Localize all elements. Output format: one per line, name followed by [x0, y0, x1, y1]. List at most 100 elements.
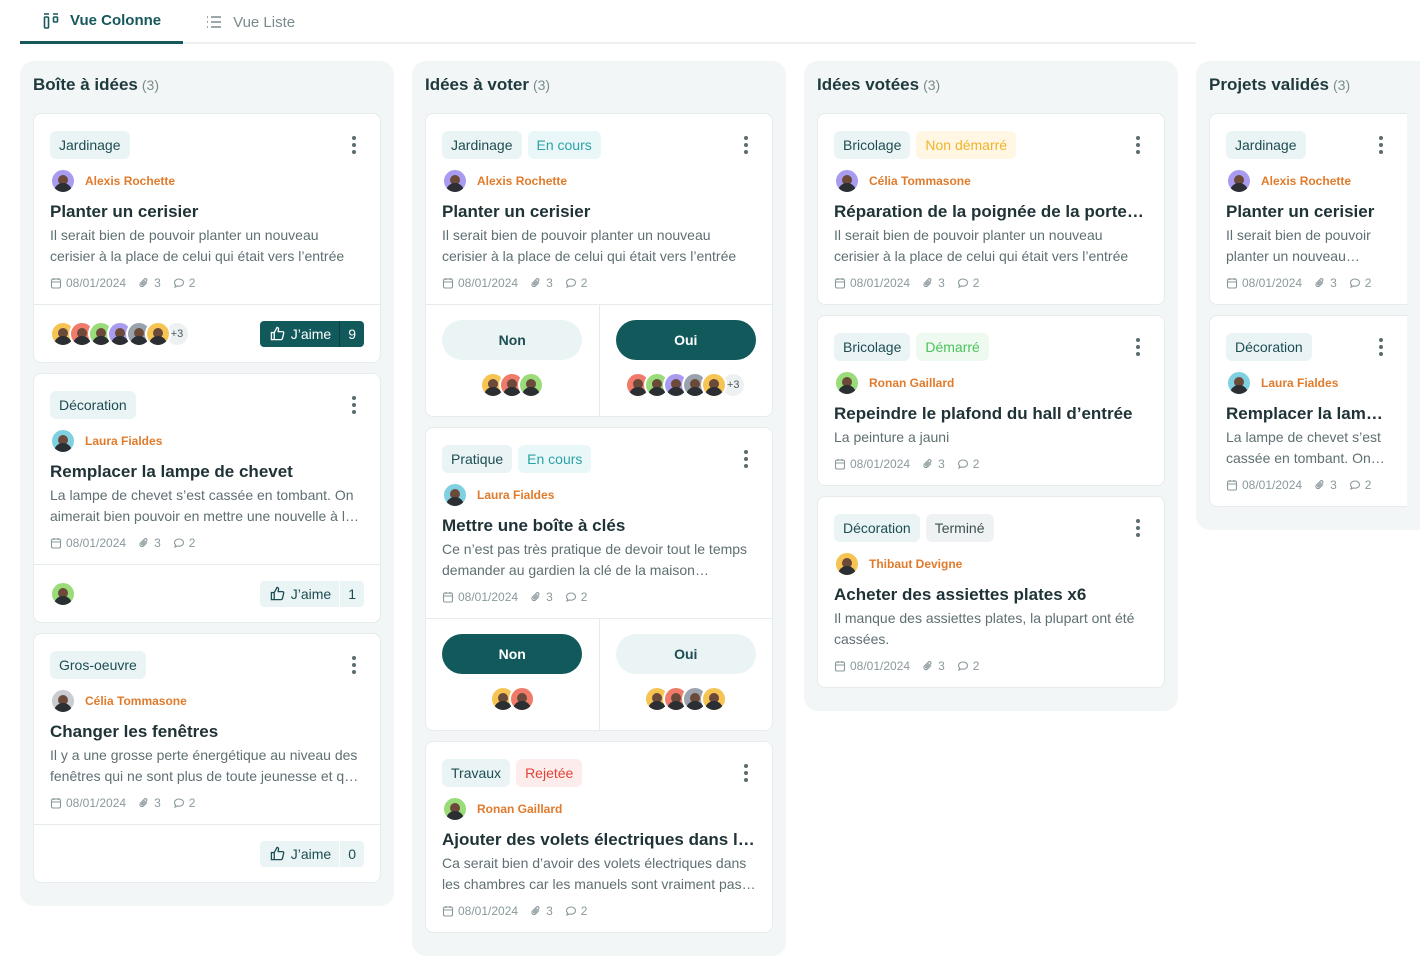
paperclip-icon	[923, 459, 932, 469]
idea-card[interactable]: Jardinage En cours Alexis Rochette Plante…	[425, 113, 773, 417]
paperclip-icon	[139, 798, 148, 808]
more-options-icon[interactable]	[1128, 133, 1148, 157]
card-title: Remplacer la lampe de chevet	[1226, 404, 1391, 423]
idea-card[interactable]: Pratique En cours Laura Fialdes Mettre un…	[425, 427, 773, 731]
more-avatars-count: +3	[164, 320, 190, 347]
like-button[interactable]: J’aime 9	[259, 320, 364, 347]
author-name: Ronan Gaillard	[869, 376, 955, 390]
idea-card[interactable]: Décoration Terminé Thibaut Devigne Achete…	[817, 496, 1165, 688]
calendar-icon	[442, 278, 454, 289]
card-title: Remplacer la lampe de chevet	[50, 462, 293, 481]
more-options-icon[interactable]	[736, 447, 756, 471]
card-description: La lampe de chevet s’est cassée en tomba…	[50, 487, 354, 524]
more-options-icon[interactable]	[1371, 335, 1391, 359]
card-description: Il serait bien de pouvoir planter un nou…	[442, 227, 737, 264]
attachment-count: 3	[938, 276, 945, 290]
idea-card[interactable]: Décoration Laura Fialdes Remplacer la la…	[33, 373, 381, 623]
avatar	[701, 686, 728, 712]
more-options-icon[interactable]	[344, 393, 364, 417]
vote-oui-button[interactable]: Oui	[615, 320, 756, 360]
like-button[interactable]: J’aime 0	[259, 840, 364, 867]
avatar	[508, 686, 535, 712]
paperclip-icon	[923, 278, 932, 288]
date: 08/01/2024	[850, 457, 911, 471]
more-options-icon[interactable]	[344, 653, 364, 677]
comment-icon	[173, 538, 184, 548]
more-options-icon[interactable]	[1128, 516, 1148, 540]
column-title: Boîte à idées (3)	[33, 73, 381, 113]
card-footer: J’aime 1	[34, 564, 380, 622]
avatar	[834, 551, 860, 577]
card-description: Il manque des assiettes plates, la plupa…	[834, 610, 1135, 647]
tab-list-view[interactable]: Vue Liste	[183, 0, 317, 44]
calendar-icon	[50, 798, 62, 809]
date: 08/01/2024	[458, 904, 519, 918]
avatar	[442, 482, 468, 508]
comment-icon	[173, 278, 184, 288]
calendar-icon	[834, 278, 846, 289]
calendar-icon	[442, 906, 454, 917]
comment-count: 2	[188, 536, 196, 550]
comment-count: 2	[1364, 276, 1372, 290]
tab-column-view[interactable]: Vue Colonne	[20, 0, 184, 44]
like-count: 1	[339, 580, 364, 607]
status-badge: Terminé	[925, 514, 994, 542]
idea-card[interactable]: Gros-oeuvre Célia Tommasone Changer les …	[33, 633, 381, 883]
card-title: Mettre une boîte à clés	[442, 516, 626, 535]
idea-card[interactable]: Décoration Laura Fialdes Remplacer la la…	[1209, 315, 1407, 507]
more-options-icon[interactable]	[1371, 133, 1391, 157]
more-options-icon[interactable]	[344, 133, 364, 157]
more-options-icon[interactable]	[736, 133, 756, 157]
card-title: Changer les fenêtres	[50, 722, 219, 741]
like-label: J’aime	[290, 845, 332, 862]
status-badge: En cours	[518, 445, 592, 473]
date: 08/01/2024	[458, 276, 519, 290]
status-badge: Rejetée	[516, 759, 583, 787]
card-description: Ce n’est pas très pratique de devoir tou…	[442, 541, 748, 578]
avatar	[50, 580, 76, 607]
category-tag: Jardinage	[1226, 131, 1306, 159]
column-name: Idées à voter	[425, 75, 529, 94]
avatar	[701, 372, 728, 398]
idea-card[interactable]: Bricolage Démarré Ronan Gaillard Repeindr…	[817, 315, 1165, 486]
card-description: La lampe de chevet s’est cassée en tomba…	[1226, 429, 1381, 466]
more-avatars-count: +3	[720, 372, 747, 398]
column-count: (3)	[532, 77, 551, 93]
card-title: Ajouter des volets électriques dans les …	[442, 830, 756, 849]
card-footer: +3 J’aime 9	[34, 304, 380, 362]
avatar	[145, 320, 171, 347]
comment-count: 2	[1364, 478, 1372, 492]
date: 08/01/2024	[1242, 276, 1303, 290]
attachment-count: 3	[546, 904, 553, 918]
avatar	[834, 168, 860, 194]
calendar-icon	[1226, 278, 1238, 289]
vote-non-button[interactable]: Non	[442, 320, 583, 360]
avatar	[442, 168, 468, 194]
author-name: Laura Fialdes	[477, 488, 555, 502]
column: Boîte à idées (3) Jardinage Alexis Rochett…	[20, 61, 394, 906]
more-options-icon[interactable]	[736, 761, 756, 785]
author-name: Thibaut Devigne	[869, 557, 963, 571]
column-name: Projets validés	[1209, 75, 1330, 94]
column-name: Idées votées	[817, 75, 920, 94]
voter-avatars: +3	[50, 320, 190, 347]
vote-oui-button[interactable]: Oui	[615, 634, 756, 674]
kanban-board: Boîte à idées (3) Jardinage Alexis Rochett…	[20, 61, 1420, 956]
attachment-count: 3	[154, 796, 161, 810]
comment-count: 2	[580, 590, 588, 604]
author-name: Laura Fialdes	[1261, 376, 1339, 390]
attachment-count: 3	[1330, 478, 1337, 492]
like-button[interactable]: J’aime 1	[259, 580, 364, 607]
idea-card[interactable]: Jardinage Alexis Rochette Planter un cer…	[1209, 113, 1407, 305]
vote-non-button[interactable]: Non	[442, 634, 583, 674]
more-options-icon[interactable]	[1128, 335, 1148, 359]
date: 08/01/2024	[850, 659, 911, 673]
column-count: (3)	[141, 77, 159, 93]
calendar-icon	[50, 278, 62, 289]
avatar	[518, 372, 545, 398]
comment-icon	[565, 906, 576, 916]
idea-card[interactable]: Bricolage Non démarré Célia Tommasone Rép…	[817, 113, 1165, 305]
idea-card[interactable]: Jardinage Alexis Rochette Planter un cer…	[33, 113, 381, 363]
idea-card[interactable]: Travaux Rejetée Ronan Gaillard Ajouter de…	[425, 741, 773, 933]
calendar-icon	[50, 538, 62, 549]
